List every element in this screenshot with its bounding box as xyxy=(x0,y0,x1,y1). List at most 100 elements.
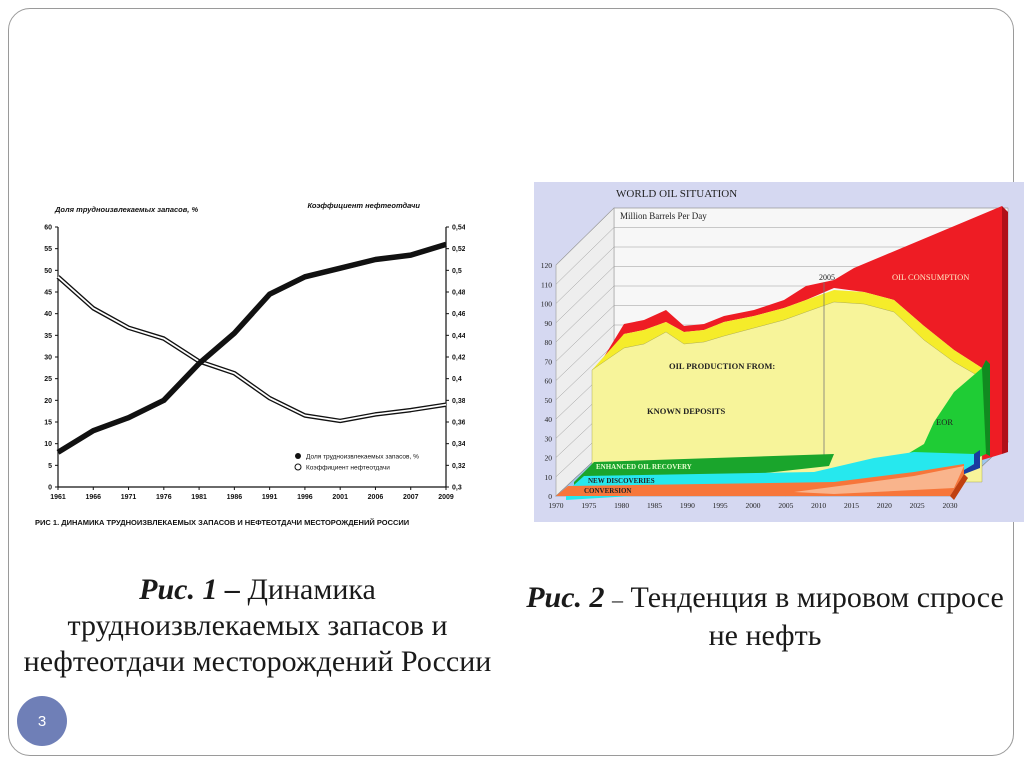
left-axis-ticks: 0 5 10 15 20 25 30 35 40 45 50 55 60 xyxy=(44,225,58,492)
figure-2-text: Тенденция в мировом спросе не нефть xyxy=(630,581,1004,652)
reserves-line xyxy=(56,241,447,455)
x-tick-label: 1995 xyxy=(713,501,728,510)
right-tick-label: 0,54 xyxy=(452,225,465,232)
y-tick-label: 110 xyxy=(541,280,552,289)
chart-world-oil-situation: WORLD OIL SITUATION Million Barrels Per … xyxy=(534,182,1024,522)
legend-marker-recovery xyxy=(294,463,302,471)
figure-title: РИС 1. ДИНАМИКА ТРУДНОИЗВЛЕКАЕМЫХ ЗАПАСО… xyxy=(35,518,409,527)
y-tick-label: 80 xyxy=(545,338,553,347)
y-tick-label: 70 xyxy=(545,357,553,366)
x-tick-label: 1970 xyxy=(549,501,564,510)
grid-line-side xyxy=(555,324,615,381)
x-tick-label: 2001 xyxy=(332,494,348,501)
x-tick-label: 2015 xyxy=(844,501,859,510)
grid-line-side xyxy=(555,285,615,343)
x-tick-label: 1996 xyxy=(297,494,313,501)
oil-consumption-label: OIL CONSUMPTION xyxy=(892,272,969,282)
conversion-label: CONVERSION xyxy=(584,487,631,495)
right-tick-label: 0,32 xyxy=(452,463,465,470)
x-tick-label: 1986 xyxy=(227,494,243,501)
y-tick-label: 60 xyxy=(545,377,553,386)
x-tick-label: 2000 xyxy=(746,501,761,510)
figure-1-text: Динамика трудноизвлекаемых запасов и неф… xyxy=(23,573,492,678)
grid-line-side xyxy=(555,246,615,304)
right-tick-label: 0,38 xyxy=(452,398,465,405)
y-tick-label: 100 xyxy=(541,300,553,309)
enhanced-oil-recovery-label: ENHANCED OIL RECOVERY xyxy=(596,463,692,471)
legend: Доля трудноизвлекаемых запасов, % Коэффи… xyxy=(294,453,419,472)
conversion-bright-face xyxy=(794,466,964,494)
grid-line-side xyxy=(555,344,615,400)
oil-production-label: OIL PRODUCTION FROM: xyxy=(669,361,775,371)
oil-production-band xyxy=(592,290,982,382)
known-deposits-label: KNOWN DEPOSITS xyxy=(647,406,725,416)
grid-line-side xyxy=(555,266,615,323)
x-tick-label: 1980 xyxy=(614,501,629,510)
x-tick-label: 1961 xyxy=(50,494,66,501)
y-axis-ticks: 0 10 20 30 40 50 60 70 80 90 100 110 120 xyxy=(541,261,553,501)
new-discoveries-label: NEW DISCOVERIES xyxy=(588,477,655,485)
right-tick-label: 0,4 xyxy=(452,376,462,383)
x-tick-label: 1971 xyxy=(121,494,137,501)
x-tick-label: 2009 xyxy=(438,494,454,501)
x-tick-label: 2006 xyxy=(368,494,384,501)
left-tick-label: 40 xyxy=(44,311,52,318)
left-tick-label: 5 xyxy=(48,463,52,470)
left-tick-label: 0 xyxy=(48,485,52,492)
page-number-badge: 3 xyxy=(17,696,67,746)
x-axis-ticks: 1970 1975 1980 1985 1990 1995 2000 2005 2010 2015… xyxy=(549,501,958,510)
grid-line-side xyxy=(555,227,615,285)
right-tick-label: 0,36 xyxy=(452,420,465,427)
y-tick-label: 20 xyxy=(545,454,553,463)
right-tick-label: 0,46 xyxy=(452,311,465,318)
legend-marker-reserves xyxy=(295,453,301,459)
y-tick-label: 50 xyxy=(545,396,553,405)
left-tick-label: 45 xyxy=(44,290,52,297)
figure-2-caption: Рис. 2 – Тенденция в мировом спросе не н… xyxy=(520,580,1010,654)
x-tick-label: 1991 xyxy=(262,494,278,501)
x-tick-label: 2025 xyxy=(910,501,925,510)
chart-reserves-recovery: Доля трудноизвлекаемых запасов, % Коэффи… xyxy=(35,201,465,527)
x-tick-label: 2010 xyxy=(811,501,826,510)
y-tick-label: 120 xyxy=(541,261,553,270)
x-tick-label: 2005 xyxy=(778,501,793,510)
figure-1-caption: Рис. 1 – Динамика трудноизвлекаемых запа… xyxy=(15,572,500,680)
consumption-side-face xyxy=(1002,206,1008,454)
right-tick-label: 0,34 xyxy=(452,441,465,448)
left-tick-label: 30 xyxy=(44,355,52,362)
right-axis-label: Коэффициент нефтеотдачи xyxy=(308,201,421,210)
unit-label: Million Barrels Per Day xyxy=(620,211,707,221)
x-tick-label: 1975 xyxy=(581,501,596,510)
recovery-line xyxy=(57,276,447,422)
x-tick-label: 1981 xyxy=(191,494,207,501)
x-tick-label: 1990 xyxy=(680,501,695,510)
right-tick-label: 0,5 xyxy=(452,268,462,275)
left-tick-label: 25 xyxy=(44,376,52,383)
figure-2-dash: – xyxy=(612,587,624,612)
x-tick-label: 2007 xyxy=(403,494,419,501)
x-tick-label: 2030 xyxy=(943,501,958,510)
legend-label-reserves: Доля трудноизвлекаемых запасов, % xyxy=(306,454,419,461)
x-tick-label: 1976 xyxy=(156,494,172,501)
oil-consumption-area xyxy=(596,206,1002,460)
left-tick-label: 20 xyxy=(44,398,52,405)
left-tick-label: 10 xyxy=(44,441,52,448)
y-tick-label: 90 xyxy=(545,319,553,328)
left-axis-label: Доля трудноизвлекаемых запасов, % xyxy=(54,205,198,214)
left-tick-label: 35 xyxy=(44,333,52,340)
chart-title: WORLD OIL SITUATION xyxy=(616,188,737,200)
right-tick-label: 0,52 xyxy=(452,246,465,253)
conversion-side-face xyxy=(950,474,968,500)
left-tick-label: 15 xyxy=(44,420,52,427)
left-tick-label: 55 xyxy=(44,246,52,253)
legend-label-recovery: Коэффициент нефтеотдачи xyxy=(306,465,390,472)
right-tick-label: 0,44 xyxy=(452,333,465,340)
x-tick-label: 1966 xyxy=(85,494,101,501)
right-tick-label: 0,48 xyxy=(452,290,465,297)
right-tick-label: 0,3 xyxy=(452,485,462,492)
left-tick-label: 60 xyxy=(44,225,52,232)
right-axis-ticks: 0,3 0,32 0,34 0,36 0,38 0,4 0,42 0,44 0,46 0,48 0,… xyxy=(446,225,465,492)
figure-2-label: Рис. 2 xyxy=(526,581,605,614)
marker-2005-label: 2005 xyxy=(819,273,835,282)
y-tick-label: 10 xyxy=(545,473,553,482)
